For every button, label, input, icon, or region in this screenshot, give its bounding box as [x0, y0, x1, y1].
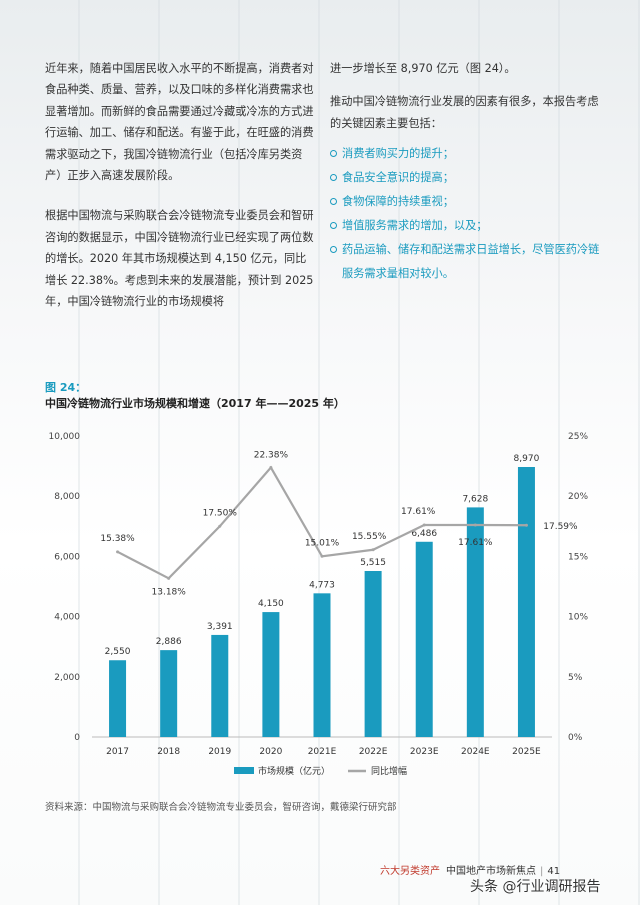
factor-item: 增值服务需求的增加，以及；: [330, 214, 600, 238]
bar: [262, 612, 280, 737]
bullet-icon: [330, 150, 337, 158]
bar: [313, 593, 331, 737]
growth-value-label: 15.38%: [100, 534, 135, 544]
figure-title: 中国冷链物流行业市场规模和增速（2017 年——2025 年）: [45, 397, 345, 410]
footer-section: 六大另类资产: [380, 866, 440, 877]
paragraph: 推动中国冷链物流行业发展的因素有很多，本报告考虑的关键因素主要包括：: [330, 95, 599, 130]
bullet-icon: [330, 198, 337, 206]
bar-value-label: 2,550: [105, 647, 131, 657]
growth-value-label: 17.61%: [458, 538, 493, 548]
bar-value-label: 4,150: [258, 599, 284, 609]
bar: [364, 570, 382, 737]
factor-item: 食品安全意识的提高；: [330, 166, 600, 190]
x-tick-label: 2021E: [308, 747, 337, 757]
footer-title: 中国地产市场新焦点: [446, 866, 536, 877]
y-tick-label-right: 0%: [568, 733, 583, 743]
legend-label-line: 同比增幅: [371, 765, 407, 777]
bar: [160, 650, 178, 737]
growth-value-label: 17.61%: [401, 507, 436, 517]
bullet-icon: [330, 222, 337, 230]
growth-value-label: 15.01%: [305, 538, 340, 548]
y-tick-label-right: 15%: [568, 552, 588, 562]
x-tick-label: 2023E: [410, 747, 439, 757]
bar-value-label: 4,773: [309, 580, 335, 590]
bar-value-label: 8,970: [514, 454, 540, 464]
left-text-column: 近年来，随着中国居民收入水平的不断提高，消费者对食品种类、质量、营养，以及口味的…: [45, 58, 315, 331]
source-note: 资料来源：中国物流与采购联合会冷链物流专业委员会，智研咨询，戴德梁行研究部: [45, 802, 397, 813]
bar-value-label: 7,628: [462, 494, 488, 504]
growth-point: [218, 524, 222, 528]
y-tick-label-left: 8,000: [54, 492, 80, 502]
bar: [109, 660, 127, 737]
bar: [517, 467, 535, 737]
growth-point: [320, 554, 324, 558]
y-tick-label-right: 10%: [568, 613, 588, 623]
paragraph: 近年来，随着中国居民收入水平的不断提高，消费者对食品种类、质量、营养，以及口味的…: [45, 62, 314, 183]
y-tick-label-left: 2,000: [54, 673, 80, 683]
page-number: 41: [547, 866, 561, 877]
x-tick-label: 2018: [157, 747, 180, 757]
growth-point: [371, 548, 375, 552]
y-tick-label-right: 25%: [568, 432, 588, 442]
bar: [211, 634, 229, 737]
growth-point: [524, 523, 528, 527]
x-tick-label: 2019: [208, 747, 231, 757]
growth-point: [269, 466, 273, 470]
bar-value-label: 2,886: [156, 637, 182, 647]
y-tick-label-left: 10,000: [49, 432, 81, 442]
factor-list: 消费者购买力的提升； 食品安全意识的提高； 食物保障的持续重视； 增值服务需求的…: [330, 142, 600, 286]
watermark: 头条 @行业调研报告: [470, 879, 601, 895]
growth-value-label: 17.59%: [543, 522, 578, 532]
legend-swatch-bar: [234, 767, 254, 774]
x-tick-label: 2017: [106, 747, 129, 757]
bar-value-label: 3,391: [207, 622, 233, 632]
x-tick-label: 2020: [259, 747, 282, 757]
right-text-column: 进一步增长至 8,970 亿元（图 24）。 推动中国冷链物流行业发展的因素有很…: [330, 58, 600, 286]
y-tick-label-right: 5%: [568, 673, 583, 683]
y-tick-label-right: 20%: [568, 492, 588, 502]
y-tick-label-left: 4,000: [54, 613, 80, 623]
bar: [415, 541, 433, 737]
growth-line: [117, 465, 527, 580]
growth-point: [473, 523, 477, 527]
legend-label-bar: 市场规模（亿元）: [258, 765, 330, 777]
paragraph: 根据中国物流与采购联合会冷链物流专业委员会和智研咨询的数据显示，中国冷链物流行业…: [45, 209, 314, 309]
footer-separator: |: [540, 866, 544, 877]
figure-number: 图 24：: [45, 381, 87, 394]
x-tick-label: 2025E: [512, 747, 541, 757]
bar-value-label: 6,486: [411, 529, 437, 539]
growth-point: [422, 523, 426, 527]
growth-value-label: 22.38%: [254, 451, 289, 461]
growth-value-label: 15.55%: [352, 532, 387, 542]
factor-item: 食物保障的持续重视；: [330, 190, 600, 214]
paragraph: 进一步增长至 8,970 亿元（图 24）。: [330, 62, 516, 75]
growth-point: [116, 550, 120, 554]
factor-item: 药品运输、储存和配送需求日益增长，尽管医药冷链服务需求量相对较小。: [330, 238, 600, 286]
bar: [466, 507, 484, 737]
page-footer: 六大另类资产 中国地产市场新焦点 | 41: [380, 862, 560, 877]
growth-value-label: 17.50%: [203, 508, 238, 518]
factor-item: 消费者购买力的提升；: [330, 142, 600, 166]
y-tick-label-left: 0: [74, 733, 80, 743]
y-tick-label-left: 6,000: [54, 552, 80, 562]
bar-value-label: 5,515: [360, 558, 386, 568]
x-tick-label: 2022E: [359, 747, 388, 757]
growth-point: [167, 576, 171, 580]
bullet-icon: [330, 246, 337, 254]
bullet-icon: [330, 174, 337, 182]
x-tick-label: 2024E: [461, 747, 490, 757]
growth-value-label: 13.18%: [152, 587, 187, 597]
